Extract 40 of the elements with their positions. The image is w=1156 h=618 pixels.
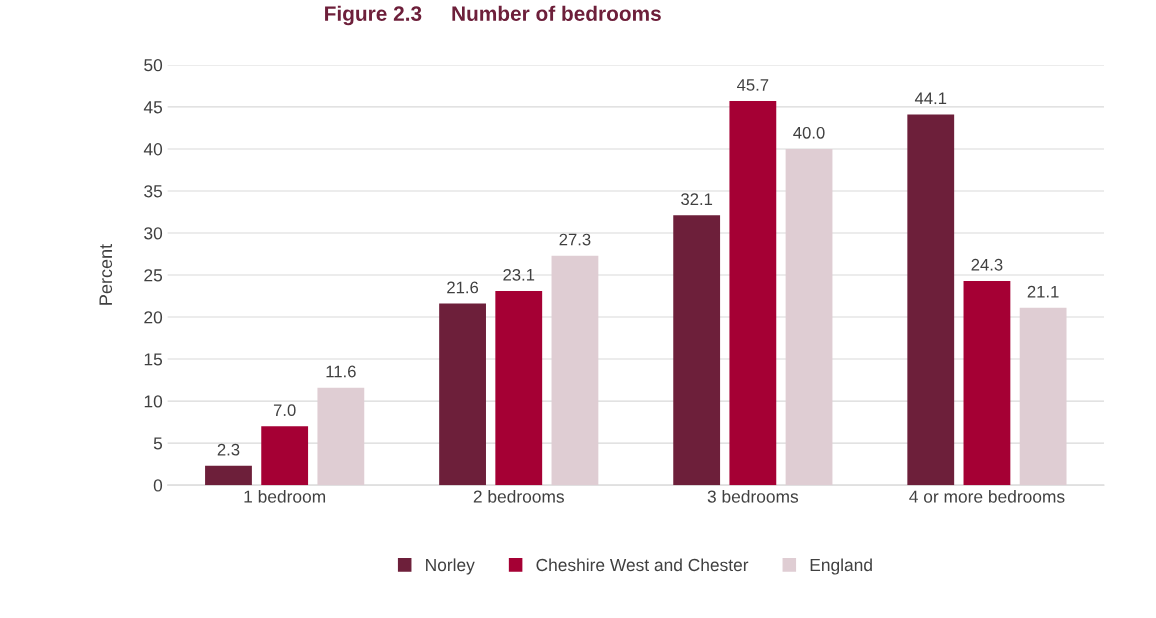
bar [495,290,543,486]
text: 11.6 [326,365,356,378]
x-tick-label: 3 bedrooms [707,489,799,503]
y-tick-label: 40 [143,143,163,156]
text: 45.7 [737,79,769,91]
y-tick-label: 5 [153,437,163,450]
text: 27.3 [559,233,591,246]
y-tick-label: 0 [153,479,163,492]
y-tick-label: 25 [144,269,163,282]
text: 44.1 [914,92,947,105]
legend-label: Cheshire West and Chester [536,558,749,572]
text: 2.3 [217,443,240,456]
y-tick-label: 45 [143,101,163,114]
bar [907,114,955,486]
legend-label: England [810,558,872,575]
legend-label: Norley [426,558,475,575]
text: 24.3 [971,258,1003,271]
text: 7.0 [273,404,296,417]
bar [205,465,252,486]
y-tick-label: 35 [144,185,163,198]
y-axis-title: Percent [99,244,113,305]
y-tick-label: 20 [144,311,163,324]
bar [963,280,1011,486]
chart-title: Figure 2.3 Number of bedrooms [325,5,661,26]
bar [729,101,777,486]
bar [439,303,486,486]
text: 40.0 [793,126,825,139]
text: 23.1 [503,268,535,281]
text: 21.1 [1027,285,1059,298]
x-tick-label: 4 or more bedrooms [909,489,1065,503]
text: 21.6 [447,281,479,294]
bar [261,426,309,486]
y-tick-label: 50 [144,59,163,72]
bar [673,215,721,486]
y-tick-label: 10 [144,395,163,408]
x-tick-label: 2 bedrooms [473,489,564,503]
x-tick-label: 1 bedroom [244,489,326,503]
text: 32.1 [681,193,713,206]
y-tick-label: 15 [144,353,163,366]
y-tick-label: 30 [144,227,163,240]
